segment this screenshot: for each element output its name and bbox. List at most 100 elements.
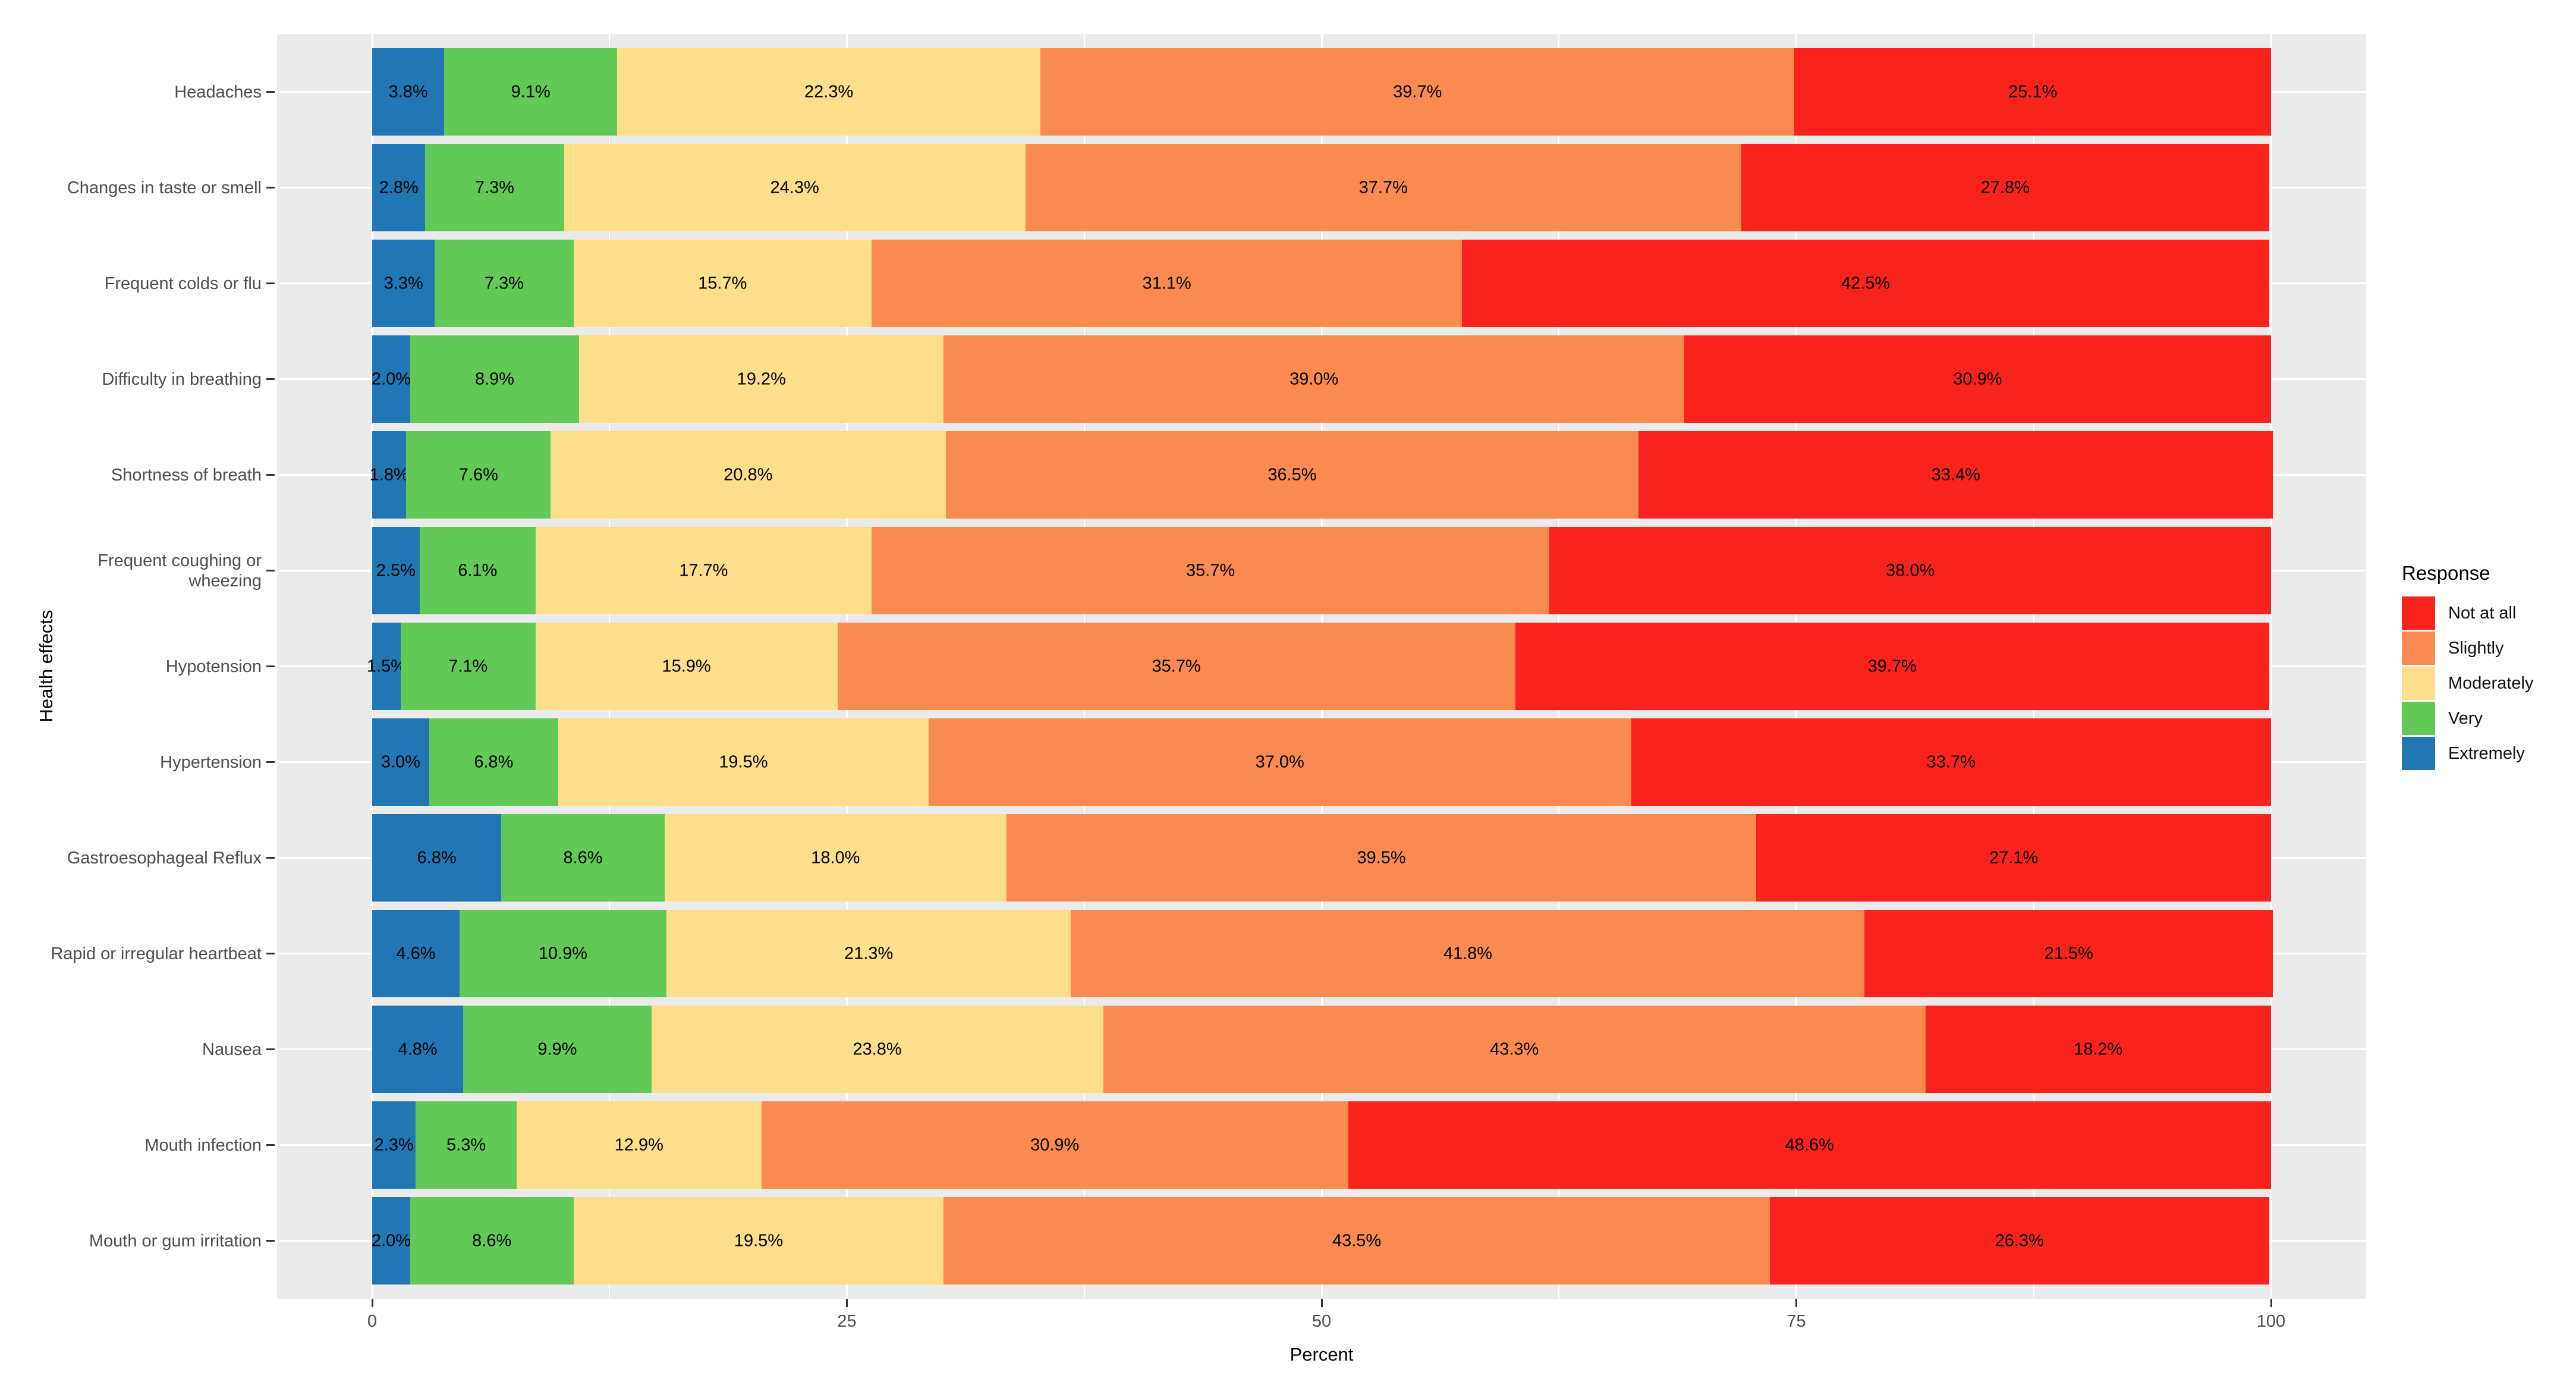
bar-value-label: 48.6% [1785,1135,1834,1154]
bar-value-label: 2.5% [376,561,416,580]
x-axis-title: Percent [1289,1344,1354,1365]
bar-value-label: 39.5% [1357,848,1406,867]
bar-segment-slightly [1025,144,1741,231]
bar-segment-not-at-all [1864,910,2273,997]
bar-value-label: 27.1% [1989,848,2039,867]
bar-value-label: 3.8% [388,82,428,101]
bar-value-label: 8.6% [472,1231,512,1250]
bar-value-label: 27.8% [1980,178,2030,197]
y-tick-mark [266,665,275,667]
bar-segment-not-at-all [1462,240,2269,327]
bar-value-label: 37.7% [1358,178,1408,197]
legend-color-swatch [2402,596,2435,630]
x-tick-mark [371,1299,373,1307]
bar-value-label: 30.9% [1030,1135,1080,1154]
y-tick-mark [266,378,275,380]
y-tick-mark [266,761,275,763]
legend-item-label: Moderately [2448,673,2534,693]
bar-segment-very [444,48,617,136]
bar-value-label: 4.6% [396,944,436,963]
bar-segment-slightly [837,623,1515,710]
bar-segment-slightly [1040,48,1795,136]
x-tick-mark [2270,1299,2272,1307]
legend-item: Moderately [2402,667,2533,700]
legend-item-label: Not at all [2448,603,2517,623]
y-tick-label: Shortness of breath [111,465,262,485]
bar-value-label: 8.6% [563,848,603,867]
bar-value-label: 42.5% [1841,274,1891,293]
bar-value-label: 1.5% [366,657,407,676]
bar-segment-moderately [573,1197,944,1284]
y-tick-mark [266,953,275,954]
bar-segment-very [429,718,558,806]
y-tick-label: Changes in taste or smell [67,178,262,197]
bar-segment-extremely [372,431,407,519]
bar-segment-extremely [372,335,410,423]
bar-value-label: 24.3% [770,178,819,197]
x-tick-label: 0 [367,1312,378,1331]
legend-item-label: Extremely [2448,743,2525,763]
bar-value-label: 35.7% [1152,657,1201,676]
bar-value-label: 25.1% [2008,82,2058,101]
bar-value-label: 26.3% [1995,1231,2044,1250]
bar-segment-not-at-all [1794,48,2271,136]
bar-value-label: 21.3% [844,944,894,963]
bar-segment-very [410,1197,574,1284]
plot-panel: 3.8% 9.1% 22.3% 39.7% 25.1% 2.8% 7.3% 24.3% 37.7… [277,34,2366,1299]
bar-value-label: 15.9% [662,657,711,676]
bar-value-label: 30.9% [1953,369,2002,388]
bar-segment-extremely [372,1101,416,1189]
bar-segment-not-at-all [1769,1197,2269,1284]
legend-item-label: Slightly [2448,638,2504,658]
y-tick-label: Frequent coughing or wheezing [97,551,262,591]
bar-value-label: 20.8% [724,465,773,484]
bar-value-label: 35.7% [1186,561,1235,580]
bar-segment-moderately [651,1006,1103,1093]
legend-item: Not at all [2402,596,2533,630]
bar-value-label: 8.9% [474,369,515,388]
bar-value-label: 15.7% [698,274,747,293]
bar-segment-moderately [535,527,872,614]
legend-item-label: Very [2448,708,2483,728]
bar-segment-slightly [872,240,1462,327]
bar-value-label: 18.2% [2074,1039,2123,1059]
bar-value-label: 1.8% [369,465,409,484]
bar-segment-slightly [943,335,1685,423]
legend-item: Slightly [2402,632,2533,665]
bar-value-label: 2.8% [379,178,419,197]
bar-segment-moderately [666,910,1071,997]
bar-segment-very [435,240,574,327]
bar-segment-not-at-all [1756,814,2271,902]
bar-value-label: 6.8% [417,848,457,867]
bar-value-label: 38.0% [1886,561,1935,580]
bar-segment-slightly [872,527,1550,614]
bar-value-label: 22.3% [804,82,854,101]
x-tick-mark [846,1299,848,1307]
bar-segment-extremely [372,814,502,902]
bar-segment-extremely [372,1006,464,1093]
y-tick-label: Difficulty in breathing [102,369,262,389]
bar-value-label: 19.5% [734,1231,784,1250]
bar-segment-slightly [943,1197,1770,1284]
bar-segment-very [425,144,564,231]
bar-value-label: 6.1% [458,561,498,580]
bar-value-label: 12.9% [614,1135,663,1154]
bar-segment-slightly [1006,814,1757,902]
bar-segment-slightly [928,718,1631,806]
bar-segment-extremely [372,623,401,710]
y-tick-label: Hypotension [165,657,262,676]
bar-segment-moderately [516,1101,762,1189]
bar-value-label: 19.2% [737,369,786,388]
bar-value-label: 43.3% [1490,1039,1539,1059]
y-tick-mark [266,91,275,93]
y-tick-label: Rapid or irregular heartbeat [51,944,262,963]
bar-value-label: 31.1% [1142,274,1191,293]
bar-segment-extremely [372,1197,410,1284]
bar-value-label: 3.0% [380,752,420,771]
bar-value-label: 17.7% [679,561,728,580]
bar-value-label: 37.0% [1255,752,1304,771]
legend: Response Not at all Slightly Moderately Ver… [2402,562,2533,772]
legend-title: Response [2402,562,2490,584]
bar-value-label: 7.1% [448,657,488,676]
x-tick-label: 75 [1786,1312,1806,1331]
